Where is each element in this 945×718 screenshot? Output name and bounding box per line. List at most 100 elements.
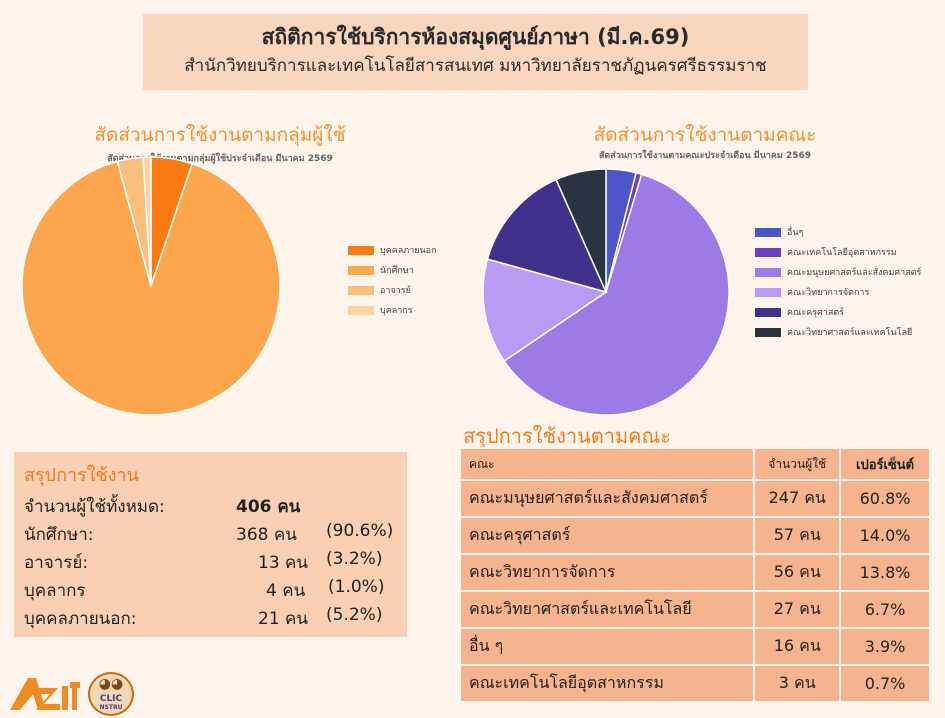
summary-count: 368 คน	[236, 525, 297, 545]
table-row: คณะวิทยาการจัดการ 56 คน 13.8%	[458, 553, 931, 592]
legend-item: บุคคลภายนอก	[348, 240, 437, 260]
legend-label: คณะเทคโนโลยีอุตสาหกรรม	[787, 248, 897, 258]
count-cell: 3 คน	[753, 664, 842, 703]
summary-label: บุคคลภายนอก:	[24, 609, 137, 629]
legend-swatch	[348, 285, 374, 295]
legend-label: คณะมนุษยศาสตร์และสังคมศาสตร์	[787, 268, 922, 278]
pie-slice-4	[142, 156, 152, 287]
legend-label: บุคคลภายนอก	[380, 246, 437, 256]
legend-label: อาจารย์	[380, 286, 411, 296]
legend-item: คณะมนุษยศาสตร์และสังคมศาสตร์	[755, 262, 921, 282]
owl-icon: ◕◕	[98, 676, 124, 692]
legend-item: คณะวิทยาศาสตร์และเทคโนโลยี	[755, 322, 921, 342]
summary-panel: สรุปการใช้งาน จำนวนผู้ใช้ทั้งหมด: 406 คน…	[14, 452, 407, 637]
summary-pct: (90.6%)	[326, 521, 394, 541]
summary-pct: (1.0%)	[328, 577, 385, 597]
pie-slice-5	[486, 178, 608, 294]
summary-label: นักศึกษา:	[24, 525, 94, 545]
legend-swatch	[755, 307, 781, 317]
chart2-subtitle: สัดส่วนการใช้งานตามคณะประจำเดือน มีนาคม …	[598, 151, 812, 161]
table-row: คณะเทคโนโลยีอุตสาหกรรม 3 คน 0.7%	[458, 664, 931, 703]
legend-item: อื่นๆ	[755, 222, 921, 242]
chart1-legend: บุคคลภายนอกนักศึกษาอาจารย์บุคลากร	[348, 240, 437, 320]
legend-label: คณะวิทยาศาสตร์และเทคโนโลยี	[787, 328, 913, 338]
chart1-title: สัดส่วนการใช้งานตามกลุ่มผู้ใช้	[94, 124, 346, 146]
col-faculty: คณะ	[458, 447, 756, 481]
faculty-table-title: สรุปการใช้งานตามคณะ	[463, 424, 671, 448]
summary-label: จำนวนผู้ใช้ทั้งหมด:	[24, 497, 165, 517]
legend-swatch	[755, 267, 781, 277]
percent-cell: 60.8%	[839, 479, 931, 518]
summary-label: อาจารย์:	[24, 553, 89, 573]
chart1-subtitle: สัดส่วนการใช้งานตามกลุ่มผู้ใช้ประจำเดือน…	[107, 154, 333, 164]
faculty-cell: คณะมนุษยศาสตร์และสังคมศาสตร์	[458, 479, 756, 518]
clic-logo-text: CLIC	[99, 694, 123, 704]
legend-swatch	[348, 245, 374, 255]
table-row: คณะวิทยาศาสตร์และเทคโนโลยี 27 คน 6.7%	[458, 590, 931, 629]
faculty-cell: คณะวิทยาการจัดการ	[458, 553, 756, 592]
pie-slice-6	[555, 168, 607, 293]
faculty-cell: คณะเทคโนโลยีอุตสาหกรรม	[458, 664, 756, 703]
pie-slice-2	[21, 160, 281, 416]
legend-swatch	[755, 287, 781, 297]
summary-row: นักศึกษา: 368 คน (90.6%)	[24, 521, 397, 549]
table-row: อื่น ๆ 16 คน 3.9%	[458, 627, 931, 666]
percent-cell: 13.8%	[839, 553, 931, 592]
summary-row: 13 คน อาจารย์: (3.2%)	[24, 549, 397, 577]
faculty-cell: คณะวิทยาศาสตร์และเทคโนโลยี	[458, 590, 756, 629]
legend-item: บุคลากร	[348, 300, 437, 320]
legend-swatch	[755, 327, 781, 337]
percent-cell: 0.7%	[839, 664, 931, 703]
legend-item: คณะวิทยาการจัดการ	[755, 282, 921, 302]
summary-pct: (5.2%)	[326, 605, 383, 625]
legend-swatch	[755, 247, 781, 257]
header-banner: สถิติการใช้บริการห้องสมุดศูนย์ภาษา (มี.ค…	[143, 14, 808, 90]
legend-swatch	[755, 227, 781, 237]
table-row: คณะมนุษยศาสตร์และสังคมศาสตร์ 247 คน 60.8…	[458, 479, 931, 518]
chart2-legend: อื่นๆคณะเทคโนโลยีอุตสาหกรรมคณะมนุษยศาสตร…	[755, 222, 921, 342]
percent-cell: 6.7%	[839, 590, 931, 629]
legend-label: คณะวิทยาการจัดการ	[787, 288, 870, 298]
summary-count: 4 คน	[266, 581, 306, 601]
legend-swatch	[348, 305, 374, 315]
clic-logo-subtext: NSTRU	[99, 704, 123, 711]
legend-item: อาจารย์	[348, 280, 437, 300]
table-row: คณะครุศาสตร์ 57 คน 14.0%	[458, 516, 931, 555]
summary-row: บุคคลภายนอก: 21 คน (5.2%)	[24, 605, 397, 633]
chart2-title: สัดส่วนการใช้งานตามคณะ	[593, 124, 817, 146]
legend-item: คณะครุศาสตร์	[755, 302, 921, 322]
legend-label: นักศึกษา	[380, 266, 414, 276]
summary-pct: (3.2%)	[326, 549, 383, 569]
summary-label: บุคลากร	[24, 581, 86, 601]
count-cell: 247 คน	[753, 479, 842, 518]
percent-cell: 14.0%	[839, 516, 931, 555]
count-cell: 16 คน	[753, 627, 842, 666]
count-cell: 27 คน	[753, 590, 842, 629]
chart1-pie	[21, 156, 281, 416]
summary-count: 21 คน	[258, 609, 309, 629]
legend-swatch	[348, 265, 374, 275]
summary-count: 406 คน	[236, 497, 301, 517]
col-percent: เปอร์เซ็นต์	[839, 447, 931, 481]
page-subtitle: สำนักวิทยบริการและเทคโนโลยีสารสนเทศ มหาว…	[184, 56, 767, 76]
summary-title: สรุปการใช้งาน	[24, 465, 139, 486]
page-title: สถิติการใช้บริการห้องสมุดศูนย์ภาษา (มี.ค…	[261, 25, 690, 49]
chart2-pie	[482, 168, 730, 416]
legend-label: อื่นๆ	[787, 228, 804, 238]
faculty-cell: คณะครุศาสตร์	[458, 516, 756, 555]
faculty-cell: อื่น ๆ	[458, 627, 756, 666]
table-header-row: คณะ จำนวนผู้ใช้ เปอร์เซ็นต์	[458, 447, 931, 481]
summary-row: จำนวนผู้ใช้ทั้งหมด: 406 คน	[24, 493, 397, 521]
pie-slice-4	[482, 258, 608, 363]
legend-item: คณะเทคโนโลยีอุตสาหกรรม	[755, 242, 921, 262]
legend-label: บุคลากร	[380, 306, 413, 316]
percent-cell: 3.9%	[839, 627, 931, 666]
clic-logo: ◕◕ CLIC NSTRU	[88, 672, 134, 716]
pie-slice-3	[503, 173, 730, 416]
legend-item: นักศึกษา	[348, 260, 437, 280]
summary-count: 13 คน	[258, 553, 309, 573]
count-cell: 56 คน	[753, 553, 842, 592]
azit-logo	[10, 678, 80, 710]
legend-label: คณะครุศาสตร์	[787, 308, 844, 318]
col-count: จำนวนผู้ใช้	[753, 447, 842, 481]
